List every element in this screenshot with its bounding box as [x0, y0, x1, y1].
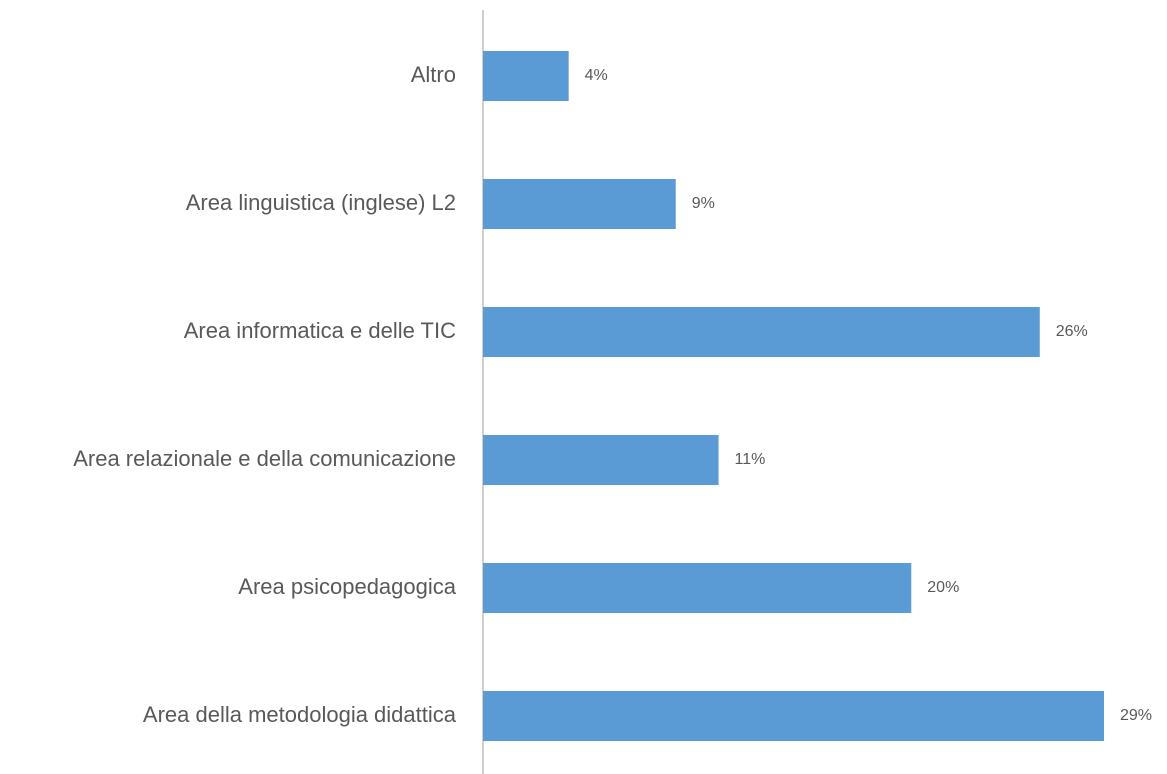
data-label: 20%	[927, 579, 959, 596]
bar	[483, 51, 569, 101]
category-label: Area linguistica (inglese) L2	[186, 190, 456, 215]
data-label: 9%	[692, 195, 715, 212]
data-label: 4%	[585, 67, 608, 84]
data-label: 11%	[735, 451, 766, 468]
bar	[483, 563, 912, 613]
category-label: Area informatica e delle TIC	[184, 318, 456, 343]
data-label: 29%	[1120, 707, 1152, 724]
bar	[483, 691, 1104, 741]
data-label: 26%	[1056, 323, 1088, 340]
category-label: Area psicopedagogica	[238, 574, 456, 599]
category-label: Area relazionale e della comunicazione	[73, 446, 456, 471]
bar	[483, 179, 676, 229]
category-label: Altro	[411, 62, 456, 87]
bar	[483, 435, 719, 485]
category-label: Area della metodologia didattica	[143, 702, 457, 727]
bar	[483, 307, 1040, 357]
